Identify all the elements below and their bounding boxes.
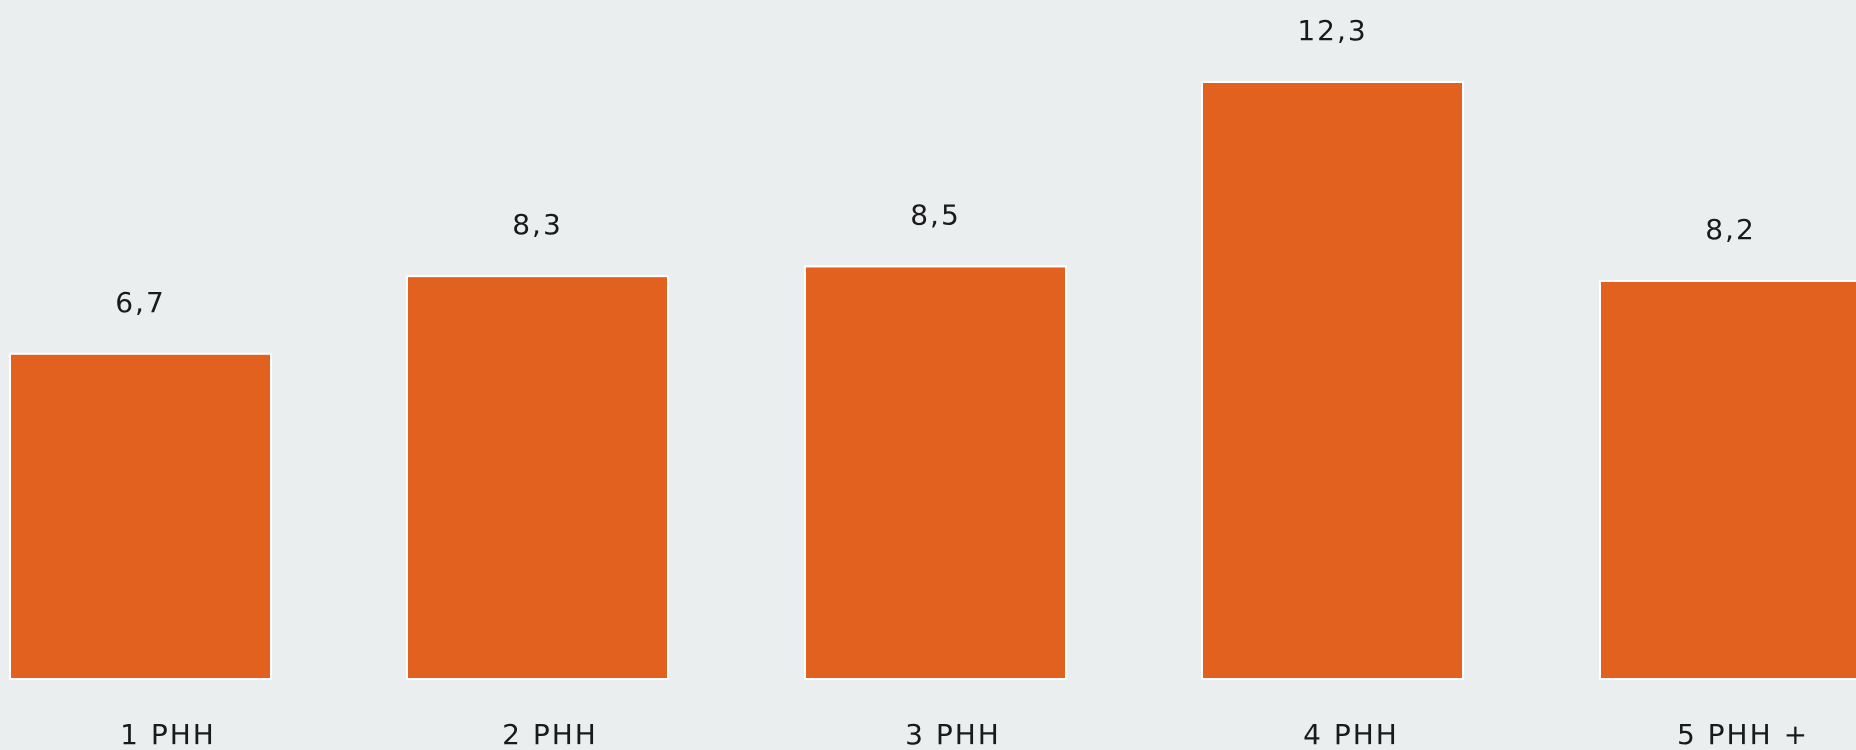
value-label-4: 12,3 <box>1297 14 1367 47</box>
bar-4 <box>1201 81 1464 680</box>
bar-5 <box>1599 280 1856 680</box>
value-label-3: 8,5 <box>910 198 961 231</box>
value-label-1: 6,7 <box>115 286 166 319</box>
bars-group <box>9 81 1856 680</box>
value-label-2: 8,3 <box>512 208 563 241</box>
category-label-1: 1 PHH <box>120 718 216 750</box>
category-label-4: 4 PHH <box>1303 718 1399 750</box>
category-labels-group: 1 PHH 2 PHH 3 PHH 4 PHH 5 PHH + <box>120 718 1809 750</box>
value-labels-group: 6,7 8,3 8,5 12,3 8,2 <box>115 14 1756 319</box>
bar-3 <box>804 265 1067 680</box>
category-label-5: 5 PHH + <box>1677 718 1809 750</box>
category-label-2: 2 PHH <box>502 718 598 750</box>
value-label-5: 8,2 <box>1705 213 1756 246</box>
category-label-3: 3 PHH <box>905 718 1001 750</box>
bar-2 <box>406 275 669 680</box>
bar-1 <box>9 352 272 680</box>
